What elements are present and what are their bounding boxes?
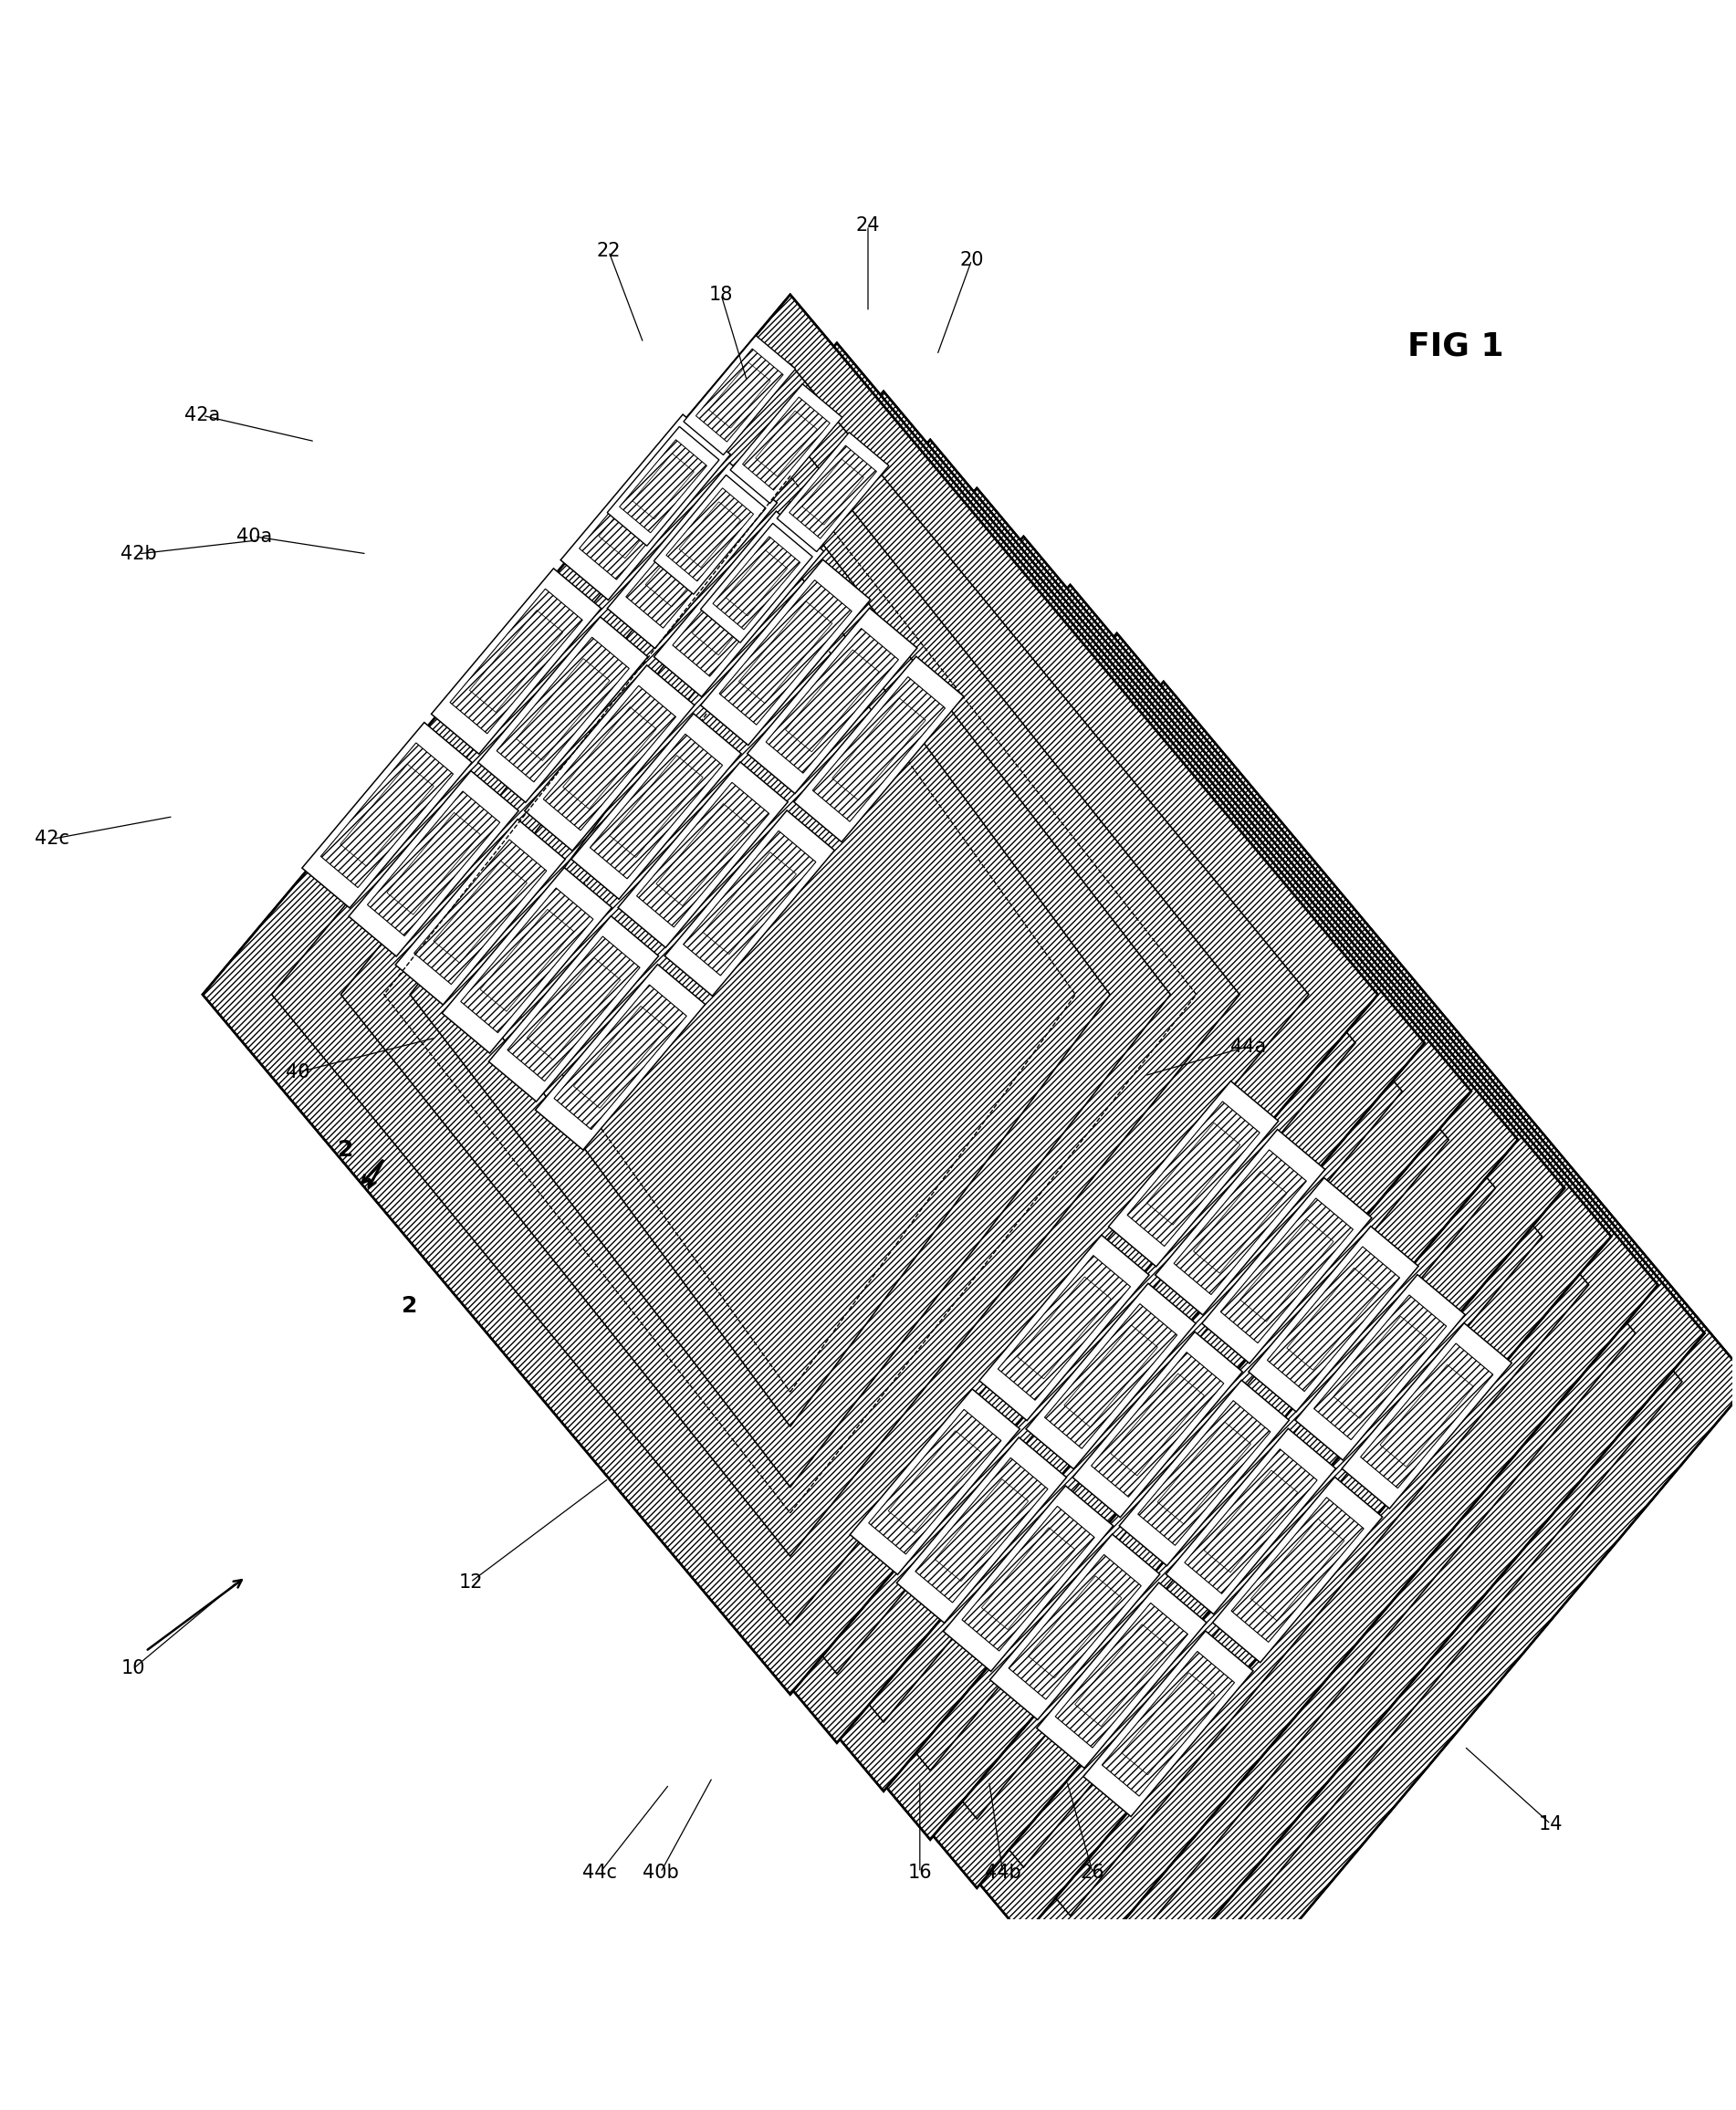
- Text: 42b: 42b: [120, 544, 156, 563]
- Polygon shape: [665, 810, 835, 996]
- Polygon shape: [431, 568, 601, 753]
- Text: 26: 26: [1080, 1863, 1104, 1882]
- Text: 2: 2: [403, 1296, 418, 1317]
- Polygon shape: [990, 1534, 1160, 1720]
- Text: 20: 20: [960, 251, 984, 270]
- Text: 16: 16: [908, 1863, 932, 1882]
- Polygon shape: [943, 1485, 1113, 1671]
- Polygon shape: [608, 462, 778, 648]
- Polygon shape: [1201, 1177, 1371, 1363]
- Polygon shape: [561, 414, 731, 599]
- Text: 42c: 42c: [35, 829, 69, 848]
- Polygon shape: [524, 665, 694, 850]
- Polygon shape: [1167, 1428, 1335, 1614]
- Polygon shape: [490, 916, 658, 1101]
- Polygon shape: [1154, 1129, 1325, 1315]
- Polygon shape: [701, 559, 870, 745]
- Text: 44b: 44b: [984, 1863, 1021, 1882]
- Polygon shape: [851, 1388, 1019, 1574]
- Polygon shape: [250, 344, 1425, 1743]
- Polygon shape: [535, 964, 705, 1150]
- Polygon shape: [654, 511, 825, 696]
- Polygon shape: [302, 722, 472, 907]
- Polygon shape: [1342, 1323, 1512, 1509]
- Polygon shape: [1036, 1582, 1207, 1768]
- Text: 44c: 44c: [583, 1863, 618, 1882]
- Polygon shape: [979, 1234, 1149, 1420]
- Polygon shape: [1109, 1080, 1278, 1266]
- Text: 2: 2: [339, 1139, 354, 1161]
- Polygon shape: [731, 384, 842, 504]
- Polygon shape: [778, 433, 889, 551]
- Polygon shape: [529, 633, 1705, 2034]
- Polygon shape: [295, 390, 1470, 1791]
- Polygon shape: [443, 867, 611, 1053]
- Polygon shape: [571, 713, 741, 899]
- Polygon shape: [396, 819, 566, 1004]
- Text: 44a: 44a: [1231, 1038, 1266, 1055]
- Polygon shape: [1073, 1331, 1243, 1517]
- Text: 40b: 40b: [642, 1863, 679, 1882]
- Polygon shape: [576, 682, 1736, 2083]
- Text: 40: 40: [285, 1063, 309, 1082]
- Polygon shape: [389, 487, 1564, 1888]
- Text: 18: 18: [708, 285, 733, 304]
- Polygon shape: [477, 616, 648, 802]
- Text: 42a: 42a: [184, 407, 220, 424]
- Polygon shape: [203, 295, 1378, 1694]
- Text: 40a: 40a: [236, 528, 273, 546]
- Text: 14: 14: [1538, 1815, 1562, 1834]
- Polygon shape: [608, 426, 719, 546]
- Polygon shape: [896, 1437, 1066, 1623]
- Polygon shape: [1295, 1274, 1465, 1460]
- Text: 10: 10: [122, 1658, 146, 1677]
- Text: FIG 1: FIG 1: [1408, 331, 1503, 363]
- Polygon shape: [1248, 1226, 1418, 1412]
- Polygon shape: [1212, 1477, 1382, 1663]
- Polygon shape: [618, 762, 788, 947]
- Text: 22: 22: [597, 243, 621, 260]
- Polygon shape: [349, 770, 519, 956]
- Polygon shape: [436, 536, 1611, 1937]
- Polygon shape: [701, 523, 812, 644]
- Polygon shape: [746, 608, 917, 793]
- Text: 24: 24: [856, 217, 880, 234]
- Polygon shape: [1120, 1380, 1290, 1566]
- Text: 12: 12: [458, 1572, 483, 1591]
- Polygon shape: [793, 656, 963, 842]
- Polygon shape: [483, 584, 1658, 1986]
- Polygon shape: [342, 439, 1517, 1840]
- Polygon shape: [684, 335, 795, 456]
- Polygon shape: [1083, 1631, 1253, 1817]
- Polygon shape: [654, 475, 766, 595]
- Polygon shape: [1026, 1283, 1196, 1469]
